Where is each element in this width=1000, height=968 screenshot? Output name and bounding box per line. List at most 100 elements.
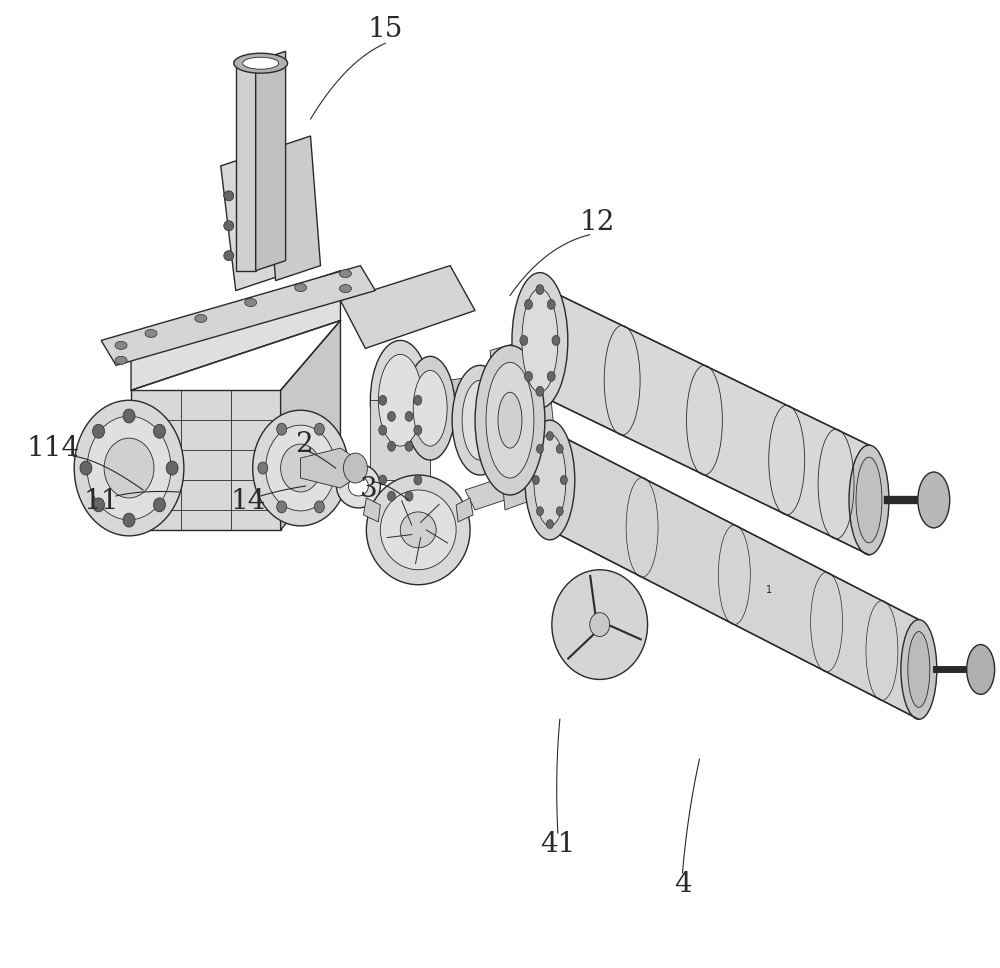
- Ellipse shape: [525, 299, 533, 310]
- Polygon shape: [456, 498, 473, 522]
- Ellipse shape: [552, 336, 560, 346]
- Polygon shape: [221, 146, 296, 290]
- Ellipse shape: [266, 425, 335, 511]
- Polygon shape: [131, 390, 281, 529]
- Ellipse shape: [123, 513, 135, 528]
- Ellipse shape: [560, 475, 567, 485]
- Ellipse shape: [486, 362, 534, 478]
- Ellipse shape: [154, 498, 165, 512]
- Ellipse shape: [166, 461, 178, 475]
- Polygon shape: [400, 376, 480, 443]
- Polygon shape: [550, 430, 919, 719]
- Ellipse shape: [336, 464, 380, 508]
- Polygon shape: [131, 271, 340, 390]
- Ellipse shape: [414, 475, 422, 485]
- Ellipse shape: [547, 372, 555, 381]
- Ellipse shape: [856, 457, 882, 543]
- Text: 3: 3: [360, 476, 377, 503]
- Ellipse shape: [339, 285, 351, 292]
- Polygon shape: [465, 365, 520, 400]
- Ellipse shape: [234, 53, 288, 74]
- Ellipse shape: [534, 434, 566, 526]
- Text: 15: 15: [368, 15, 403, 43]
- Ellipse shape: [400, 512, 436, 548]
- Ellipse shape: [115, 356, 127, 364]
- Ellipse shape: [532, 475, 539, 485]
- Ellipse shape: [154, 424, 165, 439]
- Ellipse shape: [277, 500, 287, 513]
- Ellipse shape: [93, 498, 105, 512]
- Ellipse shape: [145, 329, 157, 338]
- Ellipse shape: [380, 490, 456, 570]
- Ellipse shape: [388, 491, 395, 501]
- Ellipse shape: [93, 424, 105, 439]
- Polygon shape: [256, 51, 286, 271]
- Text: 14: 14: [231, 489, 266, 515]
- Ellipse shape: [104, 439, 154, 498]
- Ellipse shape: [74, 400, 184, 536]
- Ellipse shape: [901, 620, 937, 719]
- Ellipse shape: [539, 442, 561, 518]
- Text: 41: 41: [540, 832, 576, 859]
- Text: 11: 11: [83, 489, 119, 515]
- Polygon shape: [465, 475, 520, 510]
- Ellipse shape: [224, 191, 234, 200]
- Polygon shape: [340, 265, 475, 348]
- Ellipse shape: [405, 491, 413, 501]
- Ellipse shape: [258, 462, 268, 474]
- Ellipse shape: [333, 462, 343, 474]
- Text: 1: 1: [766, 585, 772, 594]
- Ellipse shape: [405, 356, 455, 460]
- Ellipse shape: [556, 444, 563, 453]
- Polygon shape: [101, 265, 375, 365]
- Ellipse shape: [123, 409, 135, 423]
- Ellipse shape: [908, 631, 930, 708]
- Ellipse shape: [277, 423, 287, 436]
- Polygon shape: [236, 61, 256, 271]
- Ellipse shape: [498, 392, 522, 448]
- Polygon shape: [301, 448, 355, 488]
- Ellipse shape: [556, 506, 563, 516]
- Ellipse shape: [224, 221, 234, 230]
- Polygon shape: [266, 136, 320, 281]
- Polygon shape: [490, 336, 560, 510]
- Ellipse shape: [452, 365, 508, 475]
- Ellipse shape: [525, 372, 533, 381]
- Ellipse shape: [536, 386, 544, 396]
- Polygon shape: [363, 498, 380, 522]
- Ellipse shape: [295, 284, 307, 291]
- Ellipse shape: [405, 441, 413, 451]
- Ellipse shape: [343, 453, 367, 483]
- Ellipse shape: [520, 336, 528, 346]
- Ellipse shape: [536, 285, 544, 294]
- Ellipse shape: [405, 411, 413, 421]
- Ellipse shape: [512, 273, 568, 408]
- Ellipse shape: [967, 645, 995, 694]
- Ellipse shape: [348, 476, 368, 496]
- Ellipse shape: [314, 423, 324, 436]
- Ellipse shape: [243, 57, 279, 69]
- Ellipse shape: [546, 520, 553, 529]
- Ellipse shape: [195, 315, 207, 322]
- Ellipse shape: [379, 425, 387, 436]
- Ellipse shape: [462, 380, 498, 460]
- Ellipse shape: [590, 613, 610, 637]
- Ellipse shape: [370, 341, 430, 460]
- Ellipse shape: [245, 298, 257, 307]
- Ellipse shape: [115, 342, 127, 349]
- Ellipse shape: [546, 432, 553, 440]
- Text: 114: 114: [27, 435, 80, 462]
- Ellipse shape: [253, 410, 348, 526]
- Ellipse shape: [547, 299, 555, 310]
- Ellipse shape: [379, 475, 387, 485]
- Ellipse shape: [388, 441, 395, 451]
- Ellipse shape: [525, 420, 575, 540]
- Ellipse shape: [378, 354, 422, 446]
- Ellipse shape: [536, 444, 543, 453]
- Ellipse shape: [552, 570, 648, 680]
- Ellipse shape: [339, 270, 351, 278]
- Ellipse shape: [388, 411, 395, 421]
- Ellipse shape: [527, 297, 553, 383]
- Ellipse shape: [414, 425, 422, 436]
- Ellipse shape: [87, 416, 171, 520]
